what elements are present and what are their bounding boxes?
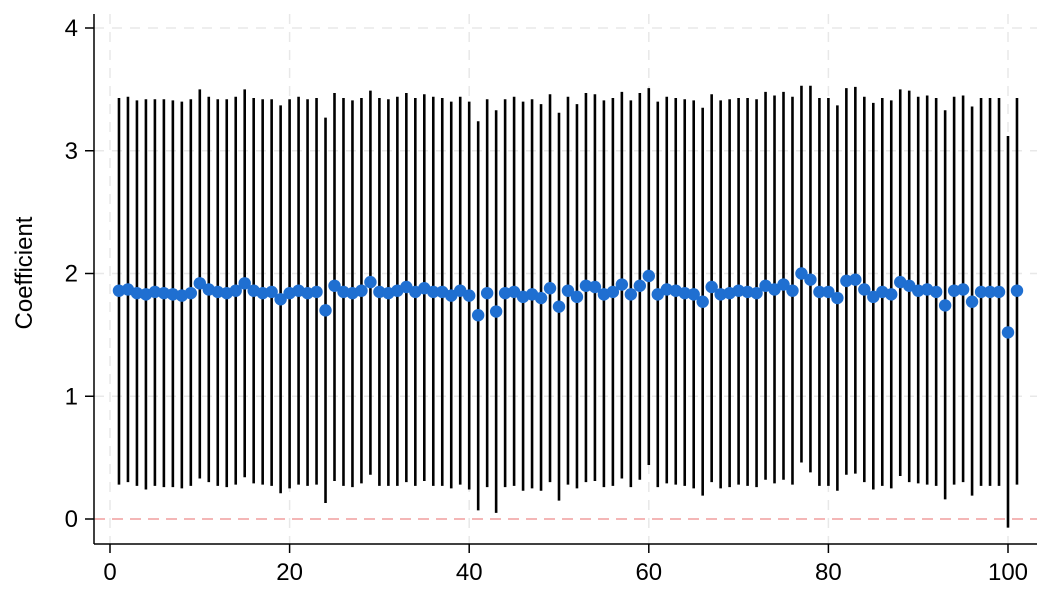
x-tick-label: 20 bbox=[276, 559, 303, 586]
estimate-point bbox=[642, 269, 655, 283]
estimate-point bbox=[310, 285, 323, 299]
estimate-point bbox=[849, 273, 862, 286]
estimate-point bbox=[355, 284, 368, 297]
estimate-point bbox=[1010, 284, 1024, 297]
estimate-point bbox=[786, 284, 799, 297]
estimate-point bbox=[938, 299, 952, 312]
y-tick-label: 4 bbox=[65, 15, 78, 42]
estimate-point bbox=[364, 275, 377, 289]
estimate-point bbox=[229, 284, 242, 297]
estimate-point bbox=[705, 280, 718, 294]
estimate-point bbox=[193, 277, 206, 290]
estimate-points bbox=[112, 267, 1024, 339]
x-tick-label: 100 bbox=[988, 559, 1028, 586]
estimate-point bbox=[750, 286, 763, 300]
estimate-point bbox=[822, 285, 835, 299]
estimate-point bbox=[624, 288, 638, 301]
estimate-point bbox=[1001, 326, 1015, 339]
y-axis-title: Coefficient bbox=[11, 216, 38, 329]
estimate-point bbox=[983, 285, 997, 299]
estimate-point bbox=[588, 280, 602, 294]
estimate-point bbox=[885, 288, 898, 301]
estimate-point bbox=[965, 295, 979, 308]
y-tick-label: 3 bbox=[65, 138, 78, 165]
y-tick-label: 2 bbox=[65, 261, 78, 288]
estimate-point bbox=[184, 286, 198, 300]
estimate-point bbox=[328, 279, 341, 292]
y-tick-label: 1 bbox=[65, 383, 78, 410]
estimate-point bbox=[615, 278, 629, 291]
estimate-point bbox=[929, 285, 943, 299]
estimate-point bbox=[777, 278, 790, 291]
estimate-point bbox=[543, 282, 557, 295]
estimate-point bbox=[463, 289, 476, 302]
estimate-point bbox=[274, 293, 287, 306]
estimate-point bbox=[471, 309, 485, 322]
estimate-point bbox=[804, 273, 817, 286]
estimate-point bbox=[489, 305, 503, 318]
estimate-point bbox=[480, 286, 494, 300]
estimate-point bbox=[238, 277, 251, 290]
estimate-point bbox=[696, 295, 709, 308]
estimate-point bbox=[992, 285, 1006, 299]
estimate-point bbox=[956, 283, 970, 296]
estimate-point bbox=[633, 279, 647, 292]
estimate-point bbox=[427, 285, 440, 299]
confidence-intervals bbox=[117, 85, 1019, 528]
estimate-point bbox=[813, 285, 826, 299]
x-tick-label: 60 bbox=[635, 559, 662, 586]
estimate-point bbox=[561, 284, 575, 297]
x-tick-label: 40 bbox=[456, 559, 483, 586]
estimate-point bbox=[319, 304, 332, 317]
estimate-point bbox=[831, 291, 844, 305]
estimate-point bbox=[534, 291, 548, 305]
estimate-point bbox=[552, 300, 566, 313]
estimate-point bbox=[687, 288, 700, 301]
estimate-point bbox=[858, 283, 871, 296]
y-tick-label: 0 bbox=[65, 506, 78, 533]
estimate-point bbox=[570, 290, 584, 304]
estimate-point bbox=[265, 285, 278, 299]
x-tick-label: 80 bbox=[815, 559, 842, 586]
estimate-point bbox=[606, 285, 620, 299]
estimate-point bbox=[974, 285, 988, 299]
estimate-point bbox=[795, 267, 808, 280]
x-tick-label: 0 bbox=[103, 559, 116, 586]
